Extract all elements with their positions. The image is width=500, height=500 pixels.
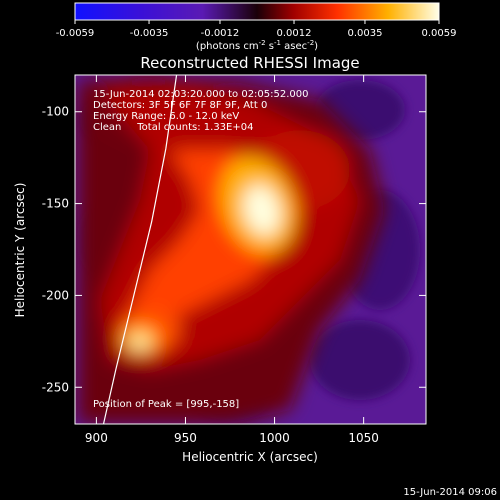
colorbar-ticks: -0.0059 -0.0035 -0.0012 0.0012 0.0035 0.0059 [56, 20, 457, 39]
x-tick-label: 950 [174, 431, 197, 445]
y-tick-label: -200 [42, 288, 69, 302]
colorbar-tick-label: 0.0012 [277, 28, 312, 39]
x-tick-label: 900 [85, 431, 108, 445]
colorbar-units: (photons cm-2 s-1 asec-2) [196, 39, 318, 52]
peak-position-label: Position of Peak = [995,-158] [93, 399, 239, 410]
colorbar [74, 2, 440, 21]
colorbar-tick-label: -0.0012 [201, 28, 240, 39]
solar-limb-curve [102, 75, 178, 424]
colorbar-tick-label: 0.0059 [422, 28, 457, 39]
colorbar-tick-label: 0.0035 [347, 28, 382, 39]
chart-title: Reconstructed RHESSI Image [140, 54, 359, 72]
y-tick-label: -100 [42, 105, 69, 119]
image-area [75, 75, 426, 424]
annotation-energy-range: Energy Range: 6.0 - 12.0 keV [93, 111, 239, 122]
colorbar-tick-label: -0.0059 [56, 28, 95, 39]
x-tick-label: 1050 [348, 431, 379, 445]
x-tick-label: 1000 [259, 431, 290, 445]
annotation-detectors: Detectors: 3F 5F 6F 7F 8F 9F, Att 0 [93, 100, 267, 111]
annotation-time-range: 15-Jun-2014 02:03:20.000 to 02:05:52.000 [93, 89, 309, 100]
x-axis: 900 950 1000 1050 [85, 75, 379, 445]
plot-frame [74, 74, 427, 425]
emission-layer [78, 75, 385, 424]
annotation-clean-counts: Clean Total counts: 1.33E+04 [93, 122, 253, 133]
y-axis-label: Heliocentric Y (arcsec) [13, 183, 27, 318]
y-axis: -100 -150 -200 -250 [42, 105, 426, 394]
x-axis-label: Heliocentric X (arcsec) [182, 450, 318, 464]
colorbar-tick-label: -0.0035 [130, 28, 169, 39]
y-tick-label: -150 [42, 197, 69, 211]
y-tick-label: -250 [42, 380, 69, 394]
timestamp: 15-Jun-2014 09:06 [403, 487, 497, 498]
